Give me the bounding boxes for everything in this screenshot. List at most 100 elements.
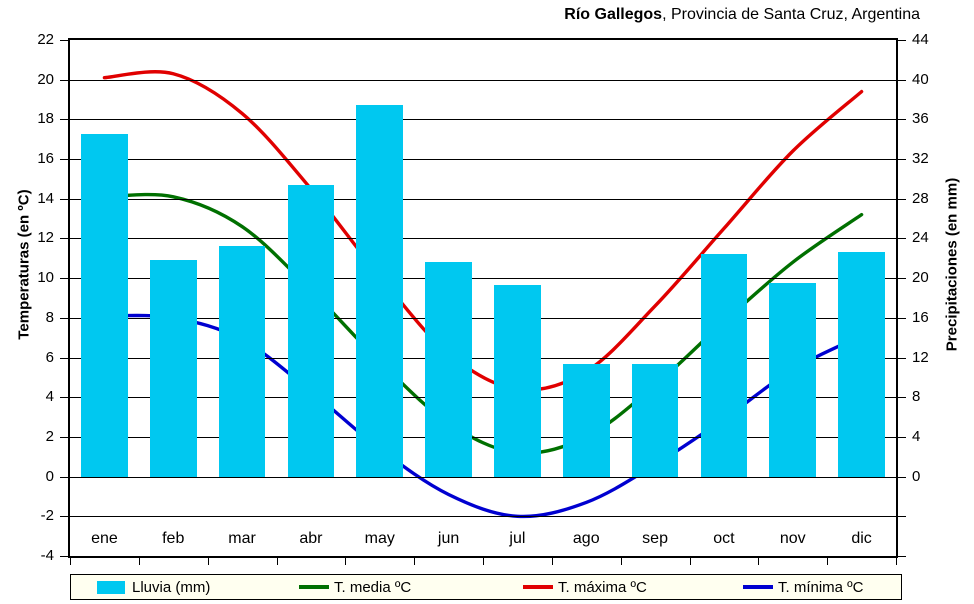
legend-label: Lluvia (mm) xyxy=(132,578,211,596)
chart-title-city: Río Gallegos xyxy=(564,6,663,23)
right-axis-tick-label: 0 xyxy=(912,467,921,485)
right-tick-mark xyxy=(898,317,906,319)
left-tick-mark xyxy=(60,159,68,161)
right-tick-mark xyxy=(898,476,906,478)
x-tick-mark xyxy=(483,556,484,565)
left-tick-mark xyxy=(60,556,68,557)
month-label-nov: nov xyxy=(779,530,806,547)
left-tick-mark xyxy=(60,198,68,200)
left-axis-tick-label: 20 xyxy=(37,70,54,88)
right-tick-mark xyxy=(898,556,906,557)
x-tick-mark xyxy=(70,556,71,565)
left-tick-mark xyxy=(60,476,68,478)
left-axis-tick-label: 0 xyxy=(45,467,54,485)
right-axis-title: Precipitaciones (en mm) xyxy=(943,177,961,352)
month-label-may: may xyxy=(364,530,395,547)
right-tick-mark xyxy=(898,159,906,161)
right-tick-mark xyxy=(898,516,906,518)
precipitation-bar-ago xyxy=(562,364,610,477)
gridline xyxy=(70,436,896,438)
right-tick-mark xyxy=(898,278,906,280)
legend-swatch-line-icon xyxy=(743,585,773,589)
right-tick-mark xyxy=(898,40,906,41)
x-tick-mark xyxy=(758,556,760,565)
right-axis-tick-label: 4 xyxy=(912,427,921,445)
x-tick-mark xyxy=(896,556,897,565)
precipitation-bar-nov xyxy=(769,283,817,477)
legend-item-t-minima[interactable]: T. mínima ºC xyxy=(743,580,864,595)
legend-item-t-media[interactable]: T. media ºC xyxy=(299,580,411,595)
left-axis-tick-label: 18 xyxy=(37,110,54,128)
left-axis-tick-label: -2 xyxy=(40,507,54,525)
legend-item-t-maxima[interactable]: T. máxima ºC xyxy=(523,580,647,595)
gridline xyxy=(70,79,896,81)
right-axis-tick-label: 40 xyxy=(912,70,929,88)
x-tick-mark xyxy=(551,556,553,565)
month-label-mar: mar xyxy=(228,530,256,547)
right-axis-tick-label: 12 xyxy=(912,348,929,366)
month-label-jun: jun xyxy=(437,530,460,547)
gridline xyxy=(70,476,896,478)
right-tick-mark xyxy=(898,79,906,81)
left-tick-mark xyxy=(60,40,68,41)
left-tick-mark xyxy=(60,317,68,319)
gridline xyxy=(70,198,896,200)
right-tick-mark xyxy=(898,436,906,438)
left-axis-tick-label: 6 xyxy=(45,348,54,366)
left-tick-mark xyxy=(60,357,68,359)
left-axis-tick-label: 10 xyxy=(37,269,54,287)
gridline xyxy=(70,317,896,319)
chart-title: Río Gallegos, Provincia de Santa Cruz, A… xyxy=(0,6,920,24)
right-axis-tick-label: 8 xyxy=(912,388,921,406)
legend-swatch-line-icon xyxy=(523,585,553,589)
x-tick-mark xyxy=(414,556,416,565)
left-axis-tick-label: 22 xyxy=(37,31,54,48)
right-axis-tick-label: 36 xyxy=(912,110,929,128)
x-tick-mark xyxy=(207,556,209,565)
left-axis-tick-label: 12 xyxy=(37,229,54,247)
right-tick-mark xyxy=(898,238,906,240)
precipitation-bar-jul xyxy=(494,285,541,477)
left-axis-tick-label: 4 xyxy=(45,388,54,406)
left-axis-tick-label: 8 xyxy=(45,308,54,326)
left-tick-mark xyxy=(60,436,68,438)
month-label-ago: ago xyxy=(572,530,600,547)
chart-legend: Lluvia (mm) T. media ºC T. máxima ºC T. mín… xyxy=(70,574,902,600)
precipitation-bar-feb xyxy=(149,260,197,477)
right-axis-tick-label: 20 xyxy=(912,269,929,287)
legend-swatch-box-icon xyxy=(97,580,125,594)
left-tick-mark xyxy=(60,119,68,121)
legend-label: T. máxima ºC xyxy=(558,578,647,596)
month-label-feb: feb xyxy=(162,530,185,547)
left-tick-mark xyxy=(60,397,68,399)
left-tick-mark xyxy=(60,516,68,518)
right-tick-mark xyxy=(898,119,906,121)
legend-item-lluvia[interactable]: Lluvia (mm) xyxy=(97,580,210,595)
month-label-jul: jul xyxy=(509,530,526,547)
precipitation-bar-mar xyxy=(218,246,266,477)
right-axis-tick-label: 44 xyxy=(912,31,929,48)
chart-title-region: , Provincia de Santa Cruz, Argentina xyxy=(662,6,920,23)
plot-area xyxy=(68,38,898,558)
x-tick-mark xyxy=(827,556,829,565)
month-label-sep: sep xyxy=(642,530,668,547)
legend-label: T. media ºC xyxy=(334,578,412,596)
precipitation-bar-ene xyxy=(81,134,128,477)
left-axis-tick-label: 16 xyxy=(37,150,54,168)
precipitation-bar-sep xyxy=(631,364,679,477)
curve-t-m-xima-c xyxy=(102,70,864,392)
precipitation-bar-dic xyxy=(838,252,885,477)
right-axis-tick-label: 24 xyxy=(912,229,929,247)
right-tick-mark xyxy=(898,397,906,399)
right-axis-tick-label: 16 xyxy=(912,308,929,326)
gridline xyxy=(70,397,896,399)
month-label-oct: oct xyxy=(713,530,735,547)
left-axis-title: Temperaturas (en ºC) xyxy=(15,189,33,340)
precipitation-bar-may xyxy=(356,104,404,477)
x-tick-mark xyxy=(345,556,347,565)
right-tick-mark xyxy=(898,357,906,359)
legend-label: T. mínima ºC xyxy=(778,578,864,596)
left-tick-mark xyxy=(60,238,68,240)
gridline xyxy=(70,238,896,240)
precipitation-bar-jun xyxy=(425,262,472,477)
